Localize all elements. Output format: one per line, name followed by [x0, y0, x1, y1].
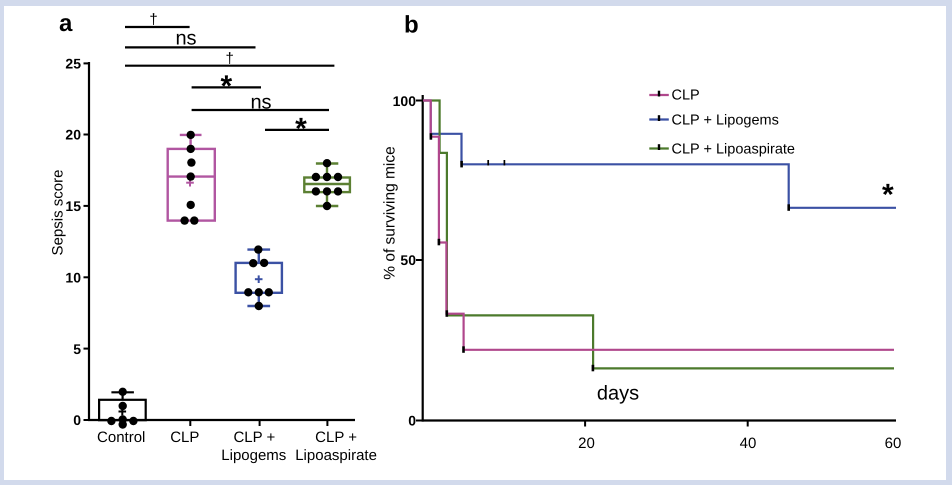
svg-text:*: * — [295, 113, 307, 146]
svg-text:% of surviving mice: % of surviving mice — [382, 146, 399, 280]
svg-text:0: 0 — [73, 412, 81, 428]
svg-text:5: 5 — [73, 341, 81, 357]
svg-text:Lipoaspirate: Lipoaspirate — [295, 447, 377, 464]
svg-text:CLP + Lipogems: CLP + Lipogems — [672, 112, 779, 128]
svg-text:20: 20 — [578, 435, 595, 452]
svg-text:†: † — [226, 50, 234, 67]
svg-text:CLP: CLP — [672, 88, 700, 104]
svg-text:0: 0 — [408, 413, 416, 429]
svg-text:CLP: CLP — [170, 429, 199, 446]
svg-text:CLP +: CLP + — [315, 429, 357, 446]
svg-text:Lipogems: Lipogems — [221, 447, 286, 464]
svg-text:ns: ns — [175, 28, 196, 50]
svg-text:a: a — [59, 10, 73, 37]
svg-text:b: b — [404, 12, 419, 39]
svg-text:25: 25 — [65, 56, 81, 72]
svg-text:CLP + Lipoaspirate: CLP + Lipoaspirate — [672, 141, 795, 157]
svg-text:CLP +: CLP + — [233, 429, 275, 446]
svg-text:*: * — [882, 178, 894, 211]
svg-text:*: * — [220, 70, 232, 103]
svg-text:Sepsis score: Sepsis score — [49, 170, 66, 256]
svg-text:15: 15 — [65, 198, 81, 214]
svg-text:40: 40 — [740, 435, 757, 452]
svg-text:days: days — [597, 382, 639, 404]
svg-text:ns: ns — [250, 92, 271, 114]
svg-text:60: 60 — [885, 435, 902, 452]
svg-text:50: 50 — [400, 252, 416, 268]
svg-text:10: 10 — [65, 270, 81, 286]
svg-text:Control: Control — [97, 429, 145, 446]
svg-text:†: † — [149, 11, 157, 28]
svg-text:20: 20 — [65, 127, 81, 143]
svg-text:100: 100 — [393, 93, 417, 109]
